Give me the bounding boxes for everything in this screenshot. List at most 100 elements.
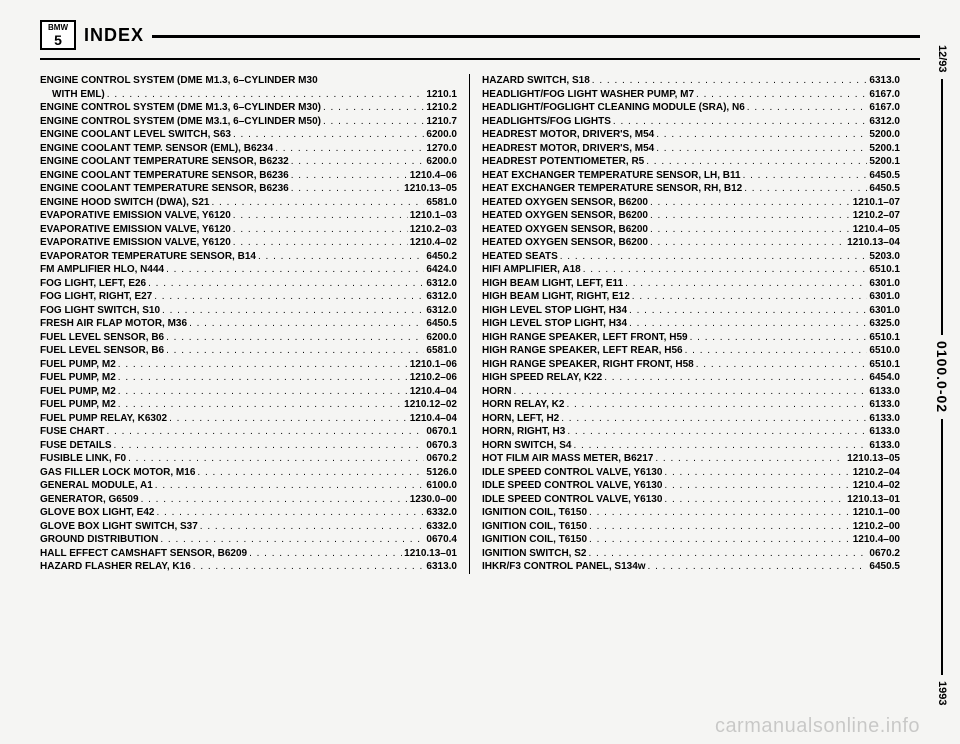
entry-ref: 6450.5	[869, 169, 900, 183]
index-entry: EVAPORATIVE EMISSION VALVE, Y61201210.2–…	[40, 223, 457, 237]
entry-ref: 6454.0	[869, 371, 900, 385]
entry-ref: 6312.0	[426, 290, 457, 304]
index-entry: HEATED OXYGEN SENSOR, B62001210.2–07	[482, 209, 900, 223]
entry-dots	[567, 425, 867, 439]
index-entry: HEADREST MOTOR, DRIVER'S, M54 5200.1	[482, 142, 900, 156]
entry-dots	[291, 155, 425, 169]
index-entry: HEADLIGHTS/FOG LIGHTS6312.0	[482, 115, 900, 129]
entry-label: HORN, RIGHT, H3	[482, 425, 565, 439]
index-entry: HIFI AMPLIFIER, A186510.1	[482, 263, 900, 277]
entry-dots	[589, 506, 851, 520]
entry-label: FUEL PUMP, M2	[40, 371, 116, 385]
entry-ref: 6313.0	[869, 74, 900, 88]
entry-label: HIGH RANGE SPEAKER, LEFT REAR, H56	[482, 344, 683, 358]
index-columns: ENGINE CONTROL SYSTEM (DME M1.3, 6–CYLIN…	[40, 74, 920, 574]
entry-ref: 6312.0	[426, 277, 457, 291]
index-entry: FUEL PUMP RELAY, K63021210.4–04	[40, 412, 457, 426]
entry-dots	[655, 452, 845, 466]
index-entry: ENGINE COOLANT LEVEL SWITCH, S636200.0	[40, 128, 457, 142]
entry-label: HEADREST MOTOR, DRIVER'S, M54	[482, 142, 654, 156]
entry-label: IDLE SPEED CONTROL VALVE, Y6130	[482, 479, 662, 493]
index-column-right: HAZARD SWITCH, S18 6313.0 HEADLIGHT/FOG LI…	[470, 74, 900, 574]
entry-label: IDLE SPEED CONTROL VALVE, Y6130	[482, 466, 662, 480]
entry-ref: 6450.5	[869, 560, 900, 574]
entry-label: FUEL LEVEL SENSOR, B6	[40, 344, 164, 358]
entry-ref: 1210.1–03	[410, 209, 457, 223]
index-entry: HAZARD FLASHER RELAY, K166313.0	[40, 560, 457, 574]
entry-dots	[160, 533, 424, 547]
entry-dots	[141, 493, 408, 507]
entry-label: HEATED OXYGEN SENSOR, B6200	[482, 236, 648, 250]
entry-label: FUEL PUMP, M2	[40, 398, 116, 412]
entry-ref: 6510.1	[869, 358, 900, 372]
index-entry: ENGINE CONTROL SYSTEM (DME M1.3, 6–CYLIN…	[40, 74, 457, 88]
entry-label: HAZARD SWITCH, S18	[482, 74, 590, 88]
index-entry: HIGH RANGE SPEAKER, RIGHT FRONT, H586510…	[482, 358, 900, 372]
entry-label: HEADLIGHT/FOGLIGHT CLEANING MODULE (SRA)…	[482, 101, 745, 115]
entry-label: HEADLIGHT/FOG LIGHT WASHER PUMP, M7	[482, 88, 694, 102]
entry-label: HIGH BEAM LIGHT, LEFT, E11	[482, 277, 623, 291]
entry-dots	[211, 196, 424, 210]
entry-label: HAZARD FLASHER RELAY, K16	[40, 560, 191, 574]
header: BMW 5 INDEX	[40, 20, 920, 50]
entry-ref: 6510.0	[869, 344, 900, 358]
entry-label: ENGINE COOLANT TEMPERATURE SENSOR, B6232	[40, 155, 289, 169]
entry-dots	[107, 88, 425, 102]
entry-label: IGNITION COIL, T6150	[482, 533, 587, 547]
entry-dots	[747, 101, 868, 115]
entry-ref: 1210.7	[426, 115, 457, 129]
index-entry: HEAT EXCHANGER TEMPERATURE SENSOR, LH, B…	[482, 169, 900, 183]
index-entry: ENGINE COOLANT TEMPERATURE SENSOR, B6236…	[40, 169, 457, 183]
entry-ref: 6312.0	[426, 304, 457, 318]
index-entry: GLOVE BOX LIGHT SWITCH, S376332.0	[40, 520, 457, 534]
index-entry: EVAPORATIVE EMISSION VALVE, Y61201210.1–…	[40, 209, 457, 223]
entry-label: IDLE SPEED CONTROL VALVE, Y6130	[482, 493, 662, 507]
entry-dots	[656, 128, 867, 142]
index-entry: GROUND DISTRIBUTION0670.4	[40, 533, 457, 547]
watermark: carmanualsonline.info	[715, 715, 920, 738]
entry-label: HIGH BEAM LIGHT, RIGHT, E12	[482, 290, 630, 304]
index-entry: GENERATOR, G65091230.0–00	[40, 493, 457, 507]
entry-label: HORN RELAY, K2	[482, 398, 564, 412]
entry-dots	[169, 412, 408, 426]
entry-dots	[664, 493, 845, 507]
side-bot: 1993	[936, 681, 948, 705]
entry-label: HEATED OXYGEN SENSOR, B6200	[482, 209, 648, 223]
index-entry: FUSIBLE LINK, F00670.2	[40, 452, 457, 466]
entry-dots	[166, 263, 424, 277]
index-entry: HOT FILM AIR MASS METER, B62171210.13–05	[482, 452, 900, 466]
entry-label: GROUND DISTRIBUTION	[40, 533, 158, 547]
entry-ref: 5203.0	[869, 250, 900, 264]
entry-label: ENGINE HOOD SWITCH (DWA), S21	[40, 196, 209, 210]
entry-label: HEATED OXYGEN SENSOR, B6200	[482, 223, 648, 237]
bmw-logo: BMW 5	[40, 20, 76, 50]
entry-ref: 1210.1–06	[410, 358, 457, 372]
index-entry: ENGINE COOLANT TEMPERATURE SENSOR, B6236…	[40, 182, 457, 196]
entry-dots	[664, 479, 850, 493]
entry-ref: 6325.0	[869, 317, 900, 331]
entry-ref: 5200.1	[869, 142, 900, 156]
index-entry: GENERAL MODULE, A16100.0	[40, 479, 457, 493]
entry-label: FUEL LEVEL SENSOR, B6	[40, 331, 164, 345]
entry-label: GENERAL MODULE, A1	[40, 479, 153, 493]
entry-ref: 0670.3	[426, 439, 457, 453]
entry-ref: 1210.2	[426, 101, 457, 115]
entry-label: HORN	[482, 385, 511, 399]
entry-label: FUEL PUMP, M2	[40, 385, 116, 399]
index-entry: ENGINE COOLANT TEMPERATURE SENSOR, B6232…	[40, 155, 457, 169]
entry-ref: 6133.0	[869, 412, 900, 426]
index-entry: FUEL PUMP, M21210.2–06	[40, 371, 457, 385]
entry-dots	[743, 169, 868, 183]
entry-label: HEAT EXCHANGER TEMPERATURE SENSOR, RH, B…	[482, 182, 742, 196]
entry-dots	[291, 169, 408, 183]
entry-dots	[155, 479, 425, 493]
entry-ref: 0670.2	[426, 452, 457, 466]
index-entry: FUEL PUMP, M21210.4–04	[40, 385, 457, 399]
entry-label: FOG LIGHT, LEFT, E26	[40, 277, 146, 291]
entry-dots	[613, 115, 868, 129]
entry-dots	[166, 331, 424, 345]
entry-dots	[588, 547, 867, 561]
entry-ref: 1210.13–05	[404, 182, 457, 196]
entry-dots	[561, 412, 867, 426]
index-entry: HIGH BEAM LIGHT, LEFT, E116301.0	[482, 277, 900, 291]
